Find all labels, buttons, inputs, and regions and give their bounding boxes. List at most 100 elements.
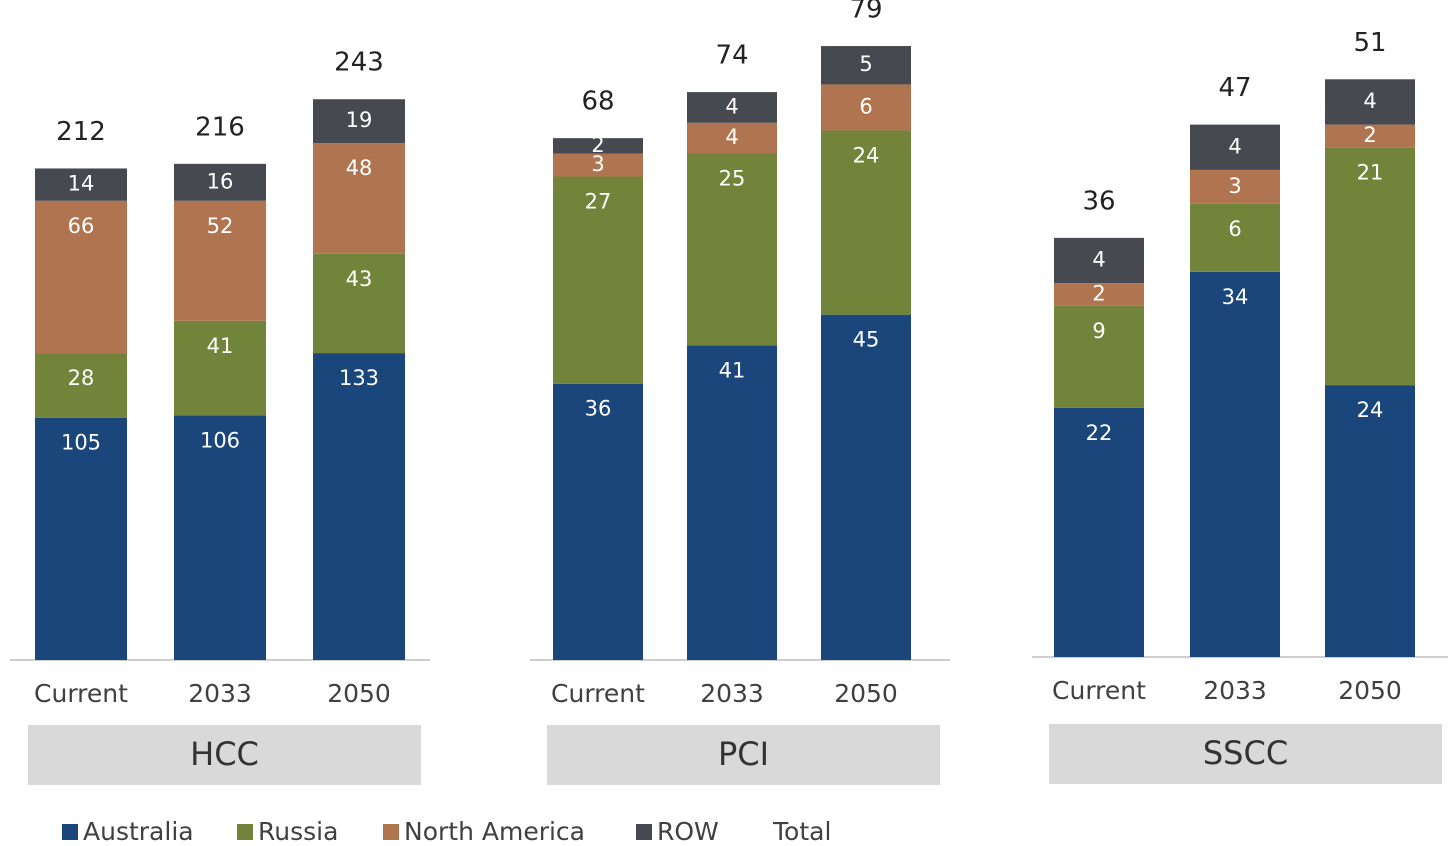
total-label: 74 bbox=[715, 41, 748, 71]
legend-swatch bbox=[62, 824, 78, 840]
data-label: 3 bbox=[591, 152, 604, 176]
bar-segment bbox=[1190, 124, 1280, 170]
bar-segment bbox=[1325, 124, 1415, 148]
legend-swatch bbox=[636, 824, 652, 840]
total-label: 216 bbox=[195, 112, 245, 142]
legend-label: Russia bbox=[258, 817, 338, 846]
data-label: 21 bbox=[1357, 160, 1384, 184]
group-band bbox=[1049, 724, 1442, 784]
bar-segment bbox=[174, 415, 266, 660]
legend-label: Australia bbox=[83, 817, 194, 846]
data-label: 14 bbox=[68, 172, 95, 196]
bar-segment bbox=[1325, 385, 1415, 657]
data-label: 28 bbox=[68, 366, 95, 390]
data-label: 36 bbox=[585, 397, 612, 421]
x-tick-label: Current bbox=[551, 679, 645, 708]
data-label: 19 bbox=[346, 108, 373, 132]
x-tick-label: 2050 bbox=[834, 679, 898, 708]
bar-segment bbox=[1325, 79, 1415, 125]
data-label: 4 bbox=[725, 125, 738, 149]
data-label: 4 bbox=[1092, 248, 1105, 272]
legend-label: North America bbox=[404, 817, 585, 846]
data-label: 5 bbox=[859, 52, 872, 76]
total-label: 47 bbox=[1218, 73, 1251, 103]
bar-segment bbox=[1190, 271, 1280, 657]
data-label: 3 bbox=[1228, 174, 1241, 198]
bar-segment bbox=[174, 200, 266, 321]
data-label: 24 bbox=[1357, 398, 1384, 422]
legend-label: ROW bbox=[657, 817, 719, 846]
bar-segment bbox=[687, 122, 777, 154]
x-tick-label: Current bbox=[34, 679, 128, 708]
data-label: 4 bbox=[725, 94, 738, 118]
bar-segment bbox=[35, 353, 127, 418]
data-label: 2 bbox=[591, 133, 604, 157]
data-label: 41 bbox=[719, 358, 746, 382]
group-band bbox=[547, 725, 940, 785]
bar-segment bbox=[35, 417, 127, 660]
bar-segment bbox=[1054, 237, 1144, 284]
bar-segment bbox=[821, 130, 911, 315]
data-label: 16 bbox=[207, 169, 234, 193]
data-label: 2 bbox=[1092, 282, 1105, 306]
bar-segment bbox=[1054, 305, 1144, 408]
bar-segment bbox=[1054, 407, 1144, 657]
data-label: 105 bbox=[61, 431, 101, 455]
x-tick-label: Current bbox=[1052, 676, 1146, 705]
group-label: SSCC bbox=[1203, 734, 1288, 772]
bar-segment bbox=[553, 138, 643, 154]
bar-segment bbox=[821, 46, 911, 85]
bar-segment bbox=[35, 200, 127, 354]
bar-segment bbox=[1190, 203, 1280, 272]
data-label: 27 bbox=[585, 190, 612, 214]
bar-segment bbox=[1190, 169, 1280, 204]
bar-segment bbox=[313, 253, 405, 354]
group-band bbox=[28, 725, 421, 785]
data-label: 22 bbox=[1086, 421, 1113, 445]
bar-segment bbox=[821, 84, 911, 131]
legend-swatch bbox=[383, 824, 399, 840]
data-label: 133 bbox=[339, 366, 379, 390]
bar-segment bbox=[313, 99, 405, 144]
bar-segment bbox=[174, 163, 266, 201]
data-label: 48 bbox=[346, 156, 373, 180]
bar-segment bbox=[1325, 147, 1415, 386]
data-label: 4 bbox=[1228, 134, 1241, 158]
legend-label: Total bbox=[772, 817, 831, 846]
total-label: 51 bbox=[1353, 28, 1386, 58]
bar-segment bbox=[174, 320, 266, 416]
total-label: 212 bbox=[56, 117, 106, 147]
data-label: 25 bbox=[719, 166, 746, 190]
data-label: 4 bbox=[1363, 89, 1376, 113]
bar-segment bbox=[313, 143, 405, 254]
total-label: 243 bbox=[334, 48, 384, 78]
total-label: 68 bbox=[581, 87, 614, 117]
bar-segment bbox=[1054, 283, 1144, 306]
bar-segment bbox=[821, 314, 911, 660]
data-label: 24 bbox=[853, 143, 880, 167]
x-tick-label: 2050 bbox=[1338, 676, 1402, 705]
bar-segment bbox=[687, 153, 777, 346]
data-label: 2 bbox=[1363, 123, 1376, 147]
data-label: 45 bbox=[853, 328, 880, 352]
data-label: 66 bbox=[68, 214, 95, 238]
x-tick-label: 2050 bbox=[327, 679, 391, 708]
data-label: 6 bbox=[859, 94, 872, 118]
group-label: HCC bbox=[190, 735, 259, 773]
bar-segment bbox=[35, 168, 127, 201]
total-label: 79 bbox=[849, 0, 882, 25]
bar-segment bbox=[687, 345, 777, 660]
group-label: PCI bbox=[718, 735, 769, 773]
legend-swatch bbox=[237, 824, 253, 840]
data-label: 34 bbox=[1222, 285, 1249, 309]
data-label: 9 bbox=[1092, 319, 1105, 343]
x-tick-label: 2033 bbox=[1203, 676, 1267, 705]
total-label: 36 bbox=[1082, 186, 1115, 216]
data-label: 43 bbox=[346, 267, 373, 291]
bar-segment bbox=[553, 176, 643, 384]
data-label: 6 bbox=[1228, 217, 1241, 241]
data-label: 41 bbox=[207, 334, 234, 358]
x-tick-label: 2033 bbox=[188, 679, 252, 708]
bar-segment bbox=[687, 92, 777, 123]
